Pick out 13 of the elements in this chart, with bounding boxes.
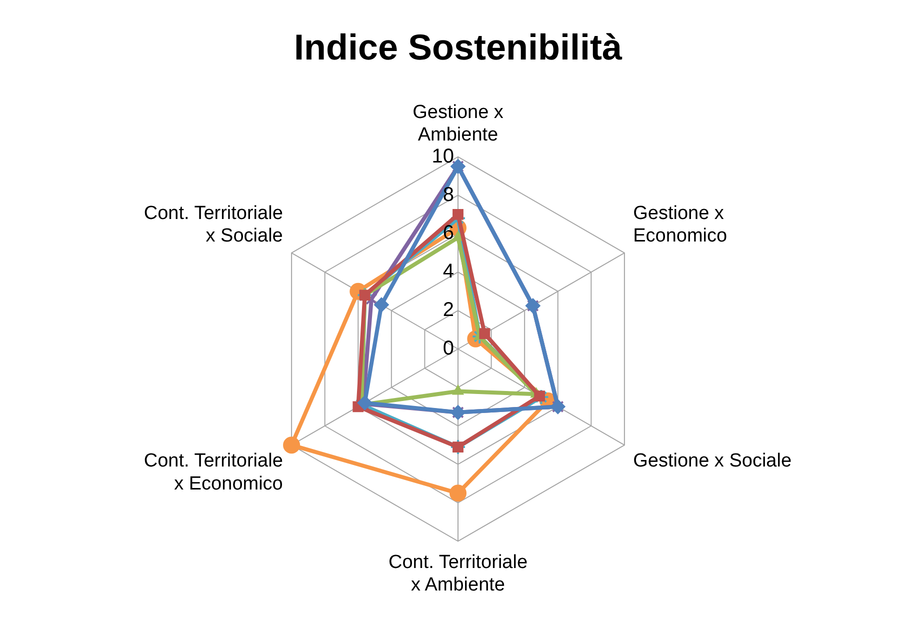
y-tick-label: 6 (442, 222, 454, 244)
y-tick-label: 2 (442, 299, 454, 322)
y-tick-label: 10 (432, 145, 454, 168)
chart-title: Indice Sostenibilità (294, 26, 624, 68)
spoke-label: Cont. Territoriale x Sociale (144, 202, 283, 247)
y-tick-label: 0 (442, 338, 454, 360)
spoke-label: Cont. Territoriale x Economico (144, 450, 283, 495)
y-tick-label: 4 (442, 260, 454, 283)
spoke-label: Gestione x Ambiente (412, 102, 504, 146)
spoke-label: Gestione x Sociale (633, 450, 792, 472)
y-tick-label: 8 (442, 184, 454, 206)
spoke-label: Cont. Territoriale x Ambiente (388, 552, 528, 596)
spoke-label: Gestione x Economico (633, 202, 728, 247)
